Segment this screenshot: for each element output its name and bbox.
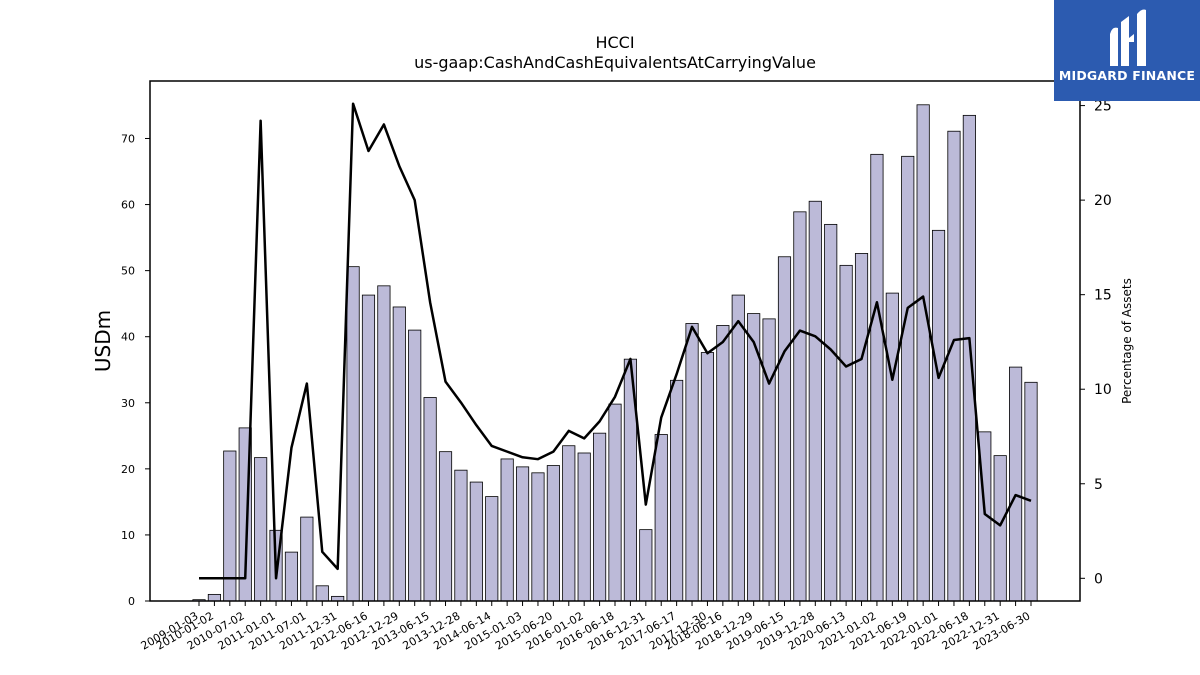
bar xyxy=(654,434,668,602)
right-tick-label: 5 xyxy=(1094,477,1103,493)
bar xyxy=(854,253,869,602)
bar xyxy=(870,153,884,602)
bar xyxy=(762,318,776,602)
bar xyxy=(839,264,853,602)
bar xyxy=(315,585,329,602)
bar xyxy=(947,130,961,602)
left-tick-label: 0 xyxy=(128,595,135,608)
bar xyxy=(962,114,976,602)
percent-line-series xyxy=(199,102,1032,580)
left-tick-label: 30 xyxy=(121,397,135,410)
left-axis-ticks: 0 10 20 30 40 50 60 70 xyxy=(121,132,150,608)
chart-subtitle: us-gaap:CashAndCashEquivalentsAtCarrying… xyxy=(414,53,816,72)
bar xyxy=(1024,381,1038,602)
left-tick-label: 70 xyxy=(121,132,135,145)
right-tick-label: 25 xyxy=(1094,99,1112,115)
bar xyxy=(254,457,268,602)
left-tick-label: 60 xyxy=(121,199,135,212)
bar xyxy=(777,256,792,602)
bar xyxy=(593,432,607,602)
bar xyxy=(207,593,221,602)
midgard-m-logo-icon xyxy=(1110,9,1146,67)
bar xyxy=(284,551,299,602)
bar xyxy=(377,285,391,602)
y-axis-label: USDm xyxy=(91,310,115,372)
bar xyxy=(716,325,730,602)
bar xyxy=(993,455,1007,602)
bar xyxy=(454,469,468,602)
right-tick-label: 20 xyxy=(1094,193,1112,209)
left-tick-label: 50 xyxy=(121,265,135,278)
bar xyxy=(438,451,453,602)
left-tick-label: 40 xyxy=(121,331,135,344)
bar xyxy=(670,379,684,602)
bar xyxy=(901,155,915,602)
left-tick-label: 20 xyxy=(121,463,135,476)
bar xyxy=(485,496,499,602)
bar xyxy=(793,211,807,602)
bar xyxy=(1009,366,1023,602)
bar xyxy=(562,445,576,602)
percent-line xyxy=(199,102,1032,580)
bar xyxy=(608,403,622,602)
right-axis-ticks: 0 5 10 15 20 25 xyxy=(1080,99,1112,587)
bar xyxy=(423,397,437,602)
y2-axis-label: Percentage of Assets xyxy=(1120,278,1134,404)
bar xyxy=(731,294,745,602)
bar xyxy=(531,472,545,602)
bar-series xyxy=(192,104,1038,602)
bar xyxy=(500,458,514,602)
right-tick-label: 15 xyxy=(1094,288,1112,304)
bar xyxy=(824,223,838,602)
bar xyxy=(931,229,946,602)
x-axis-ticks: 2009-01-032010-01-022010-07-022011-01-01… xyxy=(139,601,1033,653)
bar xyxy=(577,452,591,602)
bar xyxy=(546,465,560,602)
bar xyxy=(392,306,406,602)
bar xyxy=(808,200,822,602)
bar xyxy=(469,481,483,602)
bar xyxy=(346,266,360,602)
bar xyxy=(300,516,314,602)
bar xyxy=(885,292,899,602)
chart-title: HCCI xyxy=(595,33,635,52)
bar xyxy=(408,329,422,602)
right-tick-label: 10 xyxy=(1094,382,1112,398)
bar xyxy=(515,466,530,602)
bar xyxy=(685,323,699,602)
bar xyxy=(700,352,715,602)
bar xyxy=(916,104,930,602)
right-tick-label: 0 xyxy=(1094,571,1103,587)
logo-text: MIDGARD FINANCE xyxy=(1058,68,1196,83)
bar xyxy=(361,294,376,602)
midgard-finance-logo: MIDGARD FINANCE xyxy=(1054,0,1200,101)
bar xyxy=(639,529,653,602)
left-tick-label: 10 xyxy=(121,529,135,542)
